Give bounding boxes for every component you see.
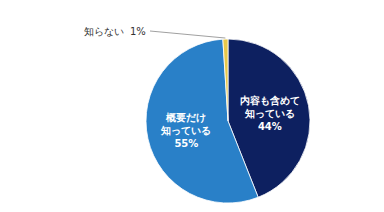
svg-text:1%: 1% xyxy=(130,26,146,37)
svg-text:概要だけ知っている55%: 概要だけ知っている55% xyxy=(160,112,211,149)
svg-text:知らない: 知らない xyxy=(84,26,124,37)
svg-text:内容も含めて知っている44%: 内容も含めて知っている44% xyxy=(240,95,300,132)
